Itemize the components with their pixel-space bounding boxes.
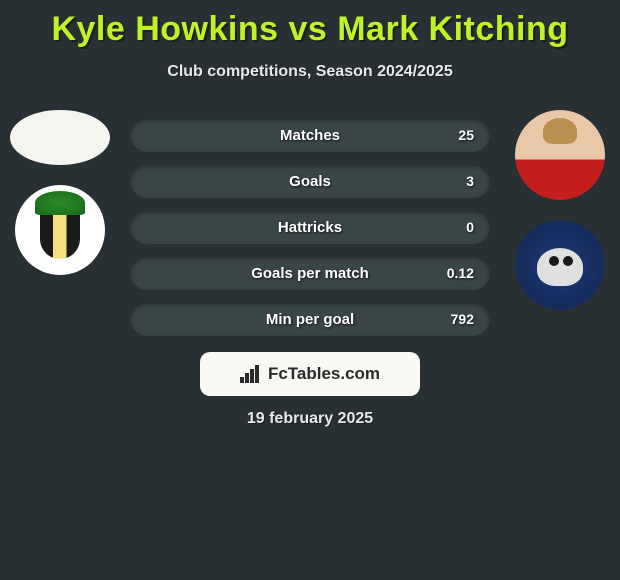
stat-row-goals: Goals 3 [130, 164, 490, 198]
stat-gpm-label: Goals per match [251, 265, 369, 282]
subtitle: Club competitions, Season 2024/2025 [0, 63, 620, 81]
page-title: Kyle Howkins vs Mark Kitching [0, 0, 620, 49]
brand-box[interactable]: FcTables.com [200, 352, 420, 396]
stat-goals-label: Goals [289, 173, 331, 190]
stat-mpg-right: 792 [451, 311, 474, 327]
stat-row-hattricks: Hattricks 0 [130, 210, 490, 244]
stat-matches-label: Matches [280, 127, 340, 144]
stat-row-goals-per-match: Goals per match 0.12 [130, 256, 490, 290]
stat-row-matches: Matches 25 [130, 118, 490, 152]
player-left-avatar [10, 110, 110, 165]
stat-goals-right: 3 [466, 173, 474, 189]
player-left-club-badge [15, 185, 105, 275]
stat-hattricks-right: 0 [466, 219, 474, 235]
stat-gpm-right: 0.12 [447, 265, 474, 281]
stat-hattricks-label: Hattricks [278, 219, 342, 236]
stat-mpg-label: Min per goal [266, 311, 354, 328]
player-right-club-badge [515, 220, 605, 310]
date-label: 19 february 2025 [0, 410, 620, 428]
stat-row-min-per-goal: Min per goal 792 [130, 302, 490, 336]
player-right-avatar [515, 110, 605, 200]
bar-chart-icon [240, 365, 262, 383]
player-right-column [510, 110, 610, 310]
stats-container: Matches 25 Goals 3 Hattricks 0 Goals per… [130, 118, 490, 348]
player-left-column [10, 110, 110, 275]
stat-matches-right: 25 [458, 127, 474, 143]
brand-name: FcTables.com [268, 364, 380, 384]
